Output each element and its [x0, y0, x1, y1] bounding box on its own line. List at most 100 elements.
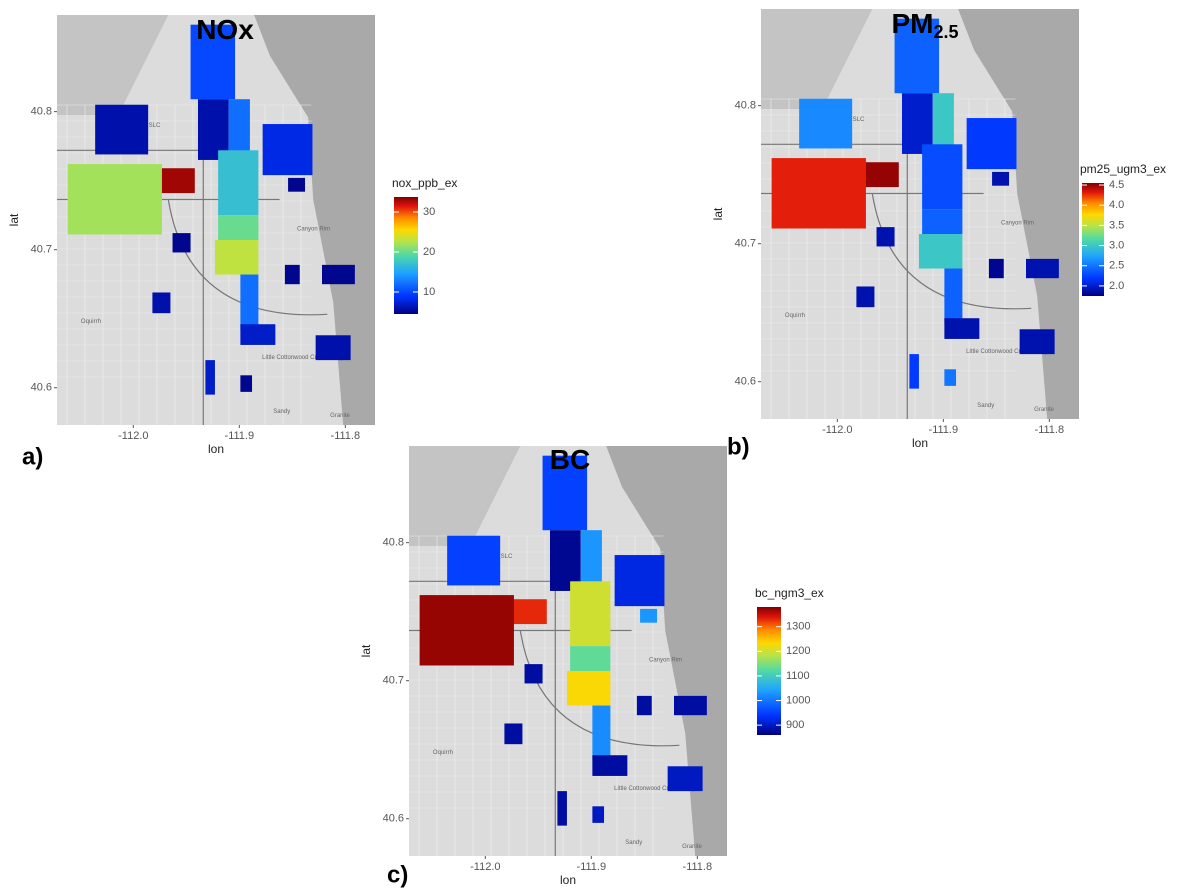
colorbar-tick-label: 900	[786, 719, 804, 731]
region	[922, 209, 962, 234]
region	[944, 369, 956, 386]
colorbar-tick-label: 20	[423, 246, 435, 258]
region	[205, 360, 215, 395]
x-axis-label: lon	[208, 442, 224, 456]
region	[95, 105, 148, 155]
basemap-label: Canyon Rim	[1001, 221, 1034, 227]
colorbar-tick-label: 3.5	[1109, 219, 1124, 231]
region	[240, 275, 258, 330]
colorbar-tick-label: 2.5	[1109, 260, 1124, 272]
region	[944, 318, 979, 339]
y-tick-label: 40.8	[735, 100, 756, 112]
region	[263, 124, 313, 175]
x-tick-label: -111.9	[929, 424, 959, 436]
region	[992, 172, 1009, 186]
colorbar	[1082, 183, 1104, 296]
basemap-label: Granite	[1034, 407, 1054, 413]
title-subscript: 2.5	[933, 22, 958, 42]
colorbar-tick-label: 10	[423, 286, 435, 298]
region	[511, 599, 547, 624]
region	[218, 150, 258, 215]
region	[1026, 259, 1059, 278]
basemap-label: Sandy	[273, 409, 290, 415]
region	[989, 259, 1004, 278]
y-tick-label: 40.8	[31, 106, 52, 118]
region	[152, 292, 170, 313]
region	[322, 265, 355, 284]
y-tick-label: 40.6	[383, 813, 404, 825]
figure: Canyon RimOquirrhLittle Cottonwood Creek…	[0, 0, 1181, 891]
region	[159, 168, 195, 193]
region	[285, 265, 300, 284]
region	[557, 791, 567, 826]
region	[856, 286, 874, 307]
region	[877, 227, 895, 246]
panel-label: b)	[727, 433, 750, 460]
colorbar-tick-label: 1000	[786, 694, 810, 706]
region	[592, 755, 627, 776]
legend-title: pm25_ugm3_ex	[1080, 162, 1166, 176]
panel-label: a)	[22, 443, 43, 470]
x-axis-label: lon	[912, 436, 928, 450]
region	[173, 233, 191, 252]
region	[316, 335, 351, 360]
map-panel: Canyon RimOquirrhLittle Cottonwood Creek…	[711, 8, 1166, 460]
map-title: BC	[550, 444, 590, 475]
basemap-label: SLC	[149, 123, 161, 129]
basemap-label: Canyon Rim	[649, 658, 682, 664]
x-tick-label: -112.0	[822, 424, 852, 436]
basemap-label: SLC	[853, 117, 865, 123]
region	[592, 806, 604, 823]
region	[504, 723, 522, 744]
colorbar-tick-label: 4.5	[1109, 179, 1124, 191]
y-tick-label: 40.7	[383, 675, 404, 687]
region	[772, 158, 866, 228]
title-text: BC	[550, 444, 590, 475]
region	[637, 696, 652, 715]
region	[668, 766, 703, 791]
title-text: NOx	[196, 14, 254, 45]
region	[570, 646, 610, 671]
region	[240, 375, 252, 392]
title-text: PM	[891, 8, 933, 39]
x-tick-label: -111.8	[683, 861, 713, 873]
basemap-label: Oquirrh	[785, 313, 805, 319]
region	[615, 555, 665, 606]
colorbar-tick-label: 2.0	[1109, 280, 1124, 292]
basemap-label: Oquirrh	[433, 750, 453, 756]
basemap-label: Canyon Rim	[297, 227, 330, 233]
y-tick-label: 40.8	[383, 537, 404, 549]
x-tick-label: -112.0	[118, 430, 148, 442]
region	[674, 696, 707, 715]
colorbar-tick-label: 3.0	[1109, 239, 1124, 251]
region	[240, 324, 275, 345]
y-axis-label: lat	[7, 213, 21, 226]
region	[909, 354, 919, 389]
colorbar-tick-label: 30	[423, 206, 435, 218]
x-tick-label: -112.0	[470, 861, 500, 873]
region	[863, 162, 899, 187]
basemap-label: Granite	[330, 413, 350, 419]
region	[967, 118, 1017, 169]
y-tick-label: 40.7	[735, 238, 756, 250]
legend-title: nox_ppb_ex	[392, 176, 457, 190]
region	[944, 269, 962, 324]
region	[218, 215, 258, 240]
region	[567, 671, 610, 706]
x-tick-label: -111.8	[331, 430, 361, 442]
basemap-label: Oquirrh	[81, 319, 101, 325]
map-title: NOx	[196, 14, 254, 45]
y-axis-label: lat	[711, 207, 725, 220]
basemap-label: Granite	[682, 844, 702, 850]
colorbar-tick-label: 1300	[786, 621, 810, 633]
region	[799, 99, 852, 149]
x-tick-label: -111.8	[1035, 424, 1065, 436]
region	[922, 144, 962, 209]
y-tick-label: 40.7	[31, 244, 52, 256]
x-axis-label: lon	[560, 873, 576, 887]
x-tick-label: -111.9	[577, 861, 607, 873]
